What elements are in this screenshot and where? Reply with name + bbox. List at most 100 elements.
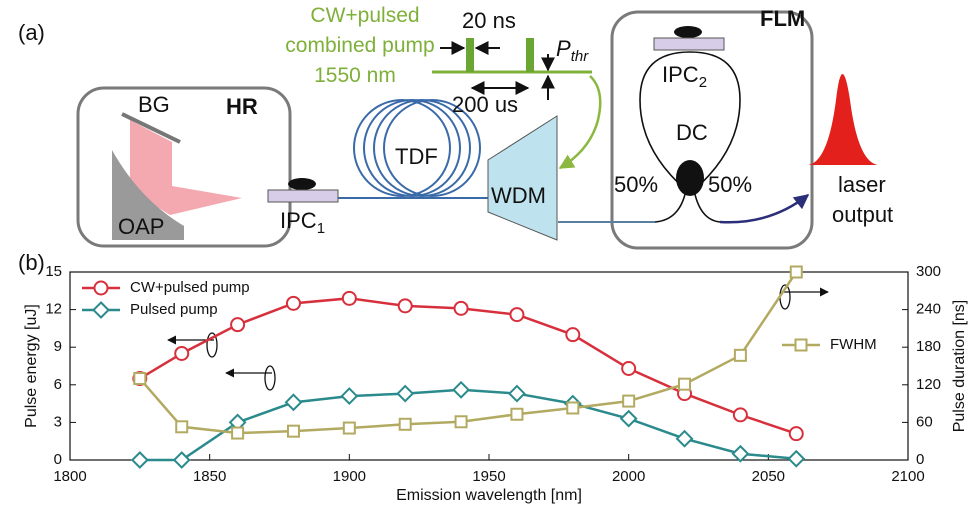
- chart: (b) 1800 1850 1900 1950 2000 2050 210003691215…: [18, 250, 968, 504]
- tdf-label: TDF: [395, 144, 438, 169]
- y2-tick-label: 0: [916, 451, 924, 468]
- marker: [510, 407, 524, 421]
- y2-tick-label: 300: [916, 263, 941, 280]
- ipc1-label: IPC1: [280, 208, 325, 237]
- ipc: [267, 189, 339, 203]
- ipc-paddle: [288, 178, 316, 190]
- x-tick-label: 2100: [891, 468, 924, 485]
- y-tick-label: 6: [54, 376, 62, 393]
- ipc: [653, 37, 725, 51]
- series-line: [138, 271, 798, 435]
- setup-diagram: (a) BG HR OAP IPC1 TDF WDM CW+pulsed com…: [18, 4, 893, 250]
- ipc-paddle: [674, 26, 702, 38]
- marker: [789, 265, 803, 279]
- ipc2-sub: 2: [699, 74, 707, 91]
- hr-label: HR: [226, 94, 258, 119]
- grating: [121, 112, 181, 144]
- grating-label: BG: [138, 92, 170, 117]
- wdm-label: WDM: [491, 183, 546, 208]
- output-pulse: [808, 74, 878, 165]
- legend-marker: [794, 338, 808, 352]
- marker: [396, 384, 415, 403]
- y2-tick-label: 120: [916, 376, 941, 393]
- marker: [130, 451, 149, 469]
- marker: [342, 421, 356, 435]
- coupler: [676, 160, 704, 196]
- marker: [340, 387, 359, 405]
- marker: [565, 327, 581, 343]
- output-label: laser: [838, 172, 886, 197]
- axis-indicator: [167, 284, 829, 391]
- pulse: [526, 38, 534, 72]
- x-tick-label: 1950: [472, 468, 505, 485]
- marker: [452, 380, 470, 399]
- marker: [787, 449, 806, 468]
- wdm: [487, 115, 558, 241]
- marker: [619, 409, 638, 428]
- marker: [454, 415, 468, 429]
- marker: [732, 407, 748, 423]
- marker: [172, 451, 191, 469]
- marker: [509, 307, 525, 323]
- marker: [566, 401, 580, 415]
- marker: [621, 361, 637, 377]
- threshold-label: Pthr: [556, 36, 589, 65]
- y-axis-label: Pulse energy [uJ]: [23, 304, 40, 428]
- split-label: 50%: [614, 172, 658, 197]
- marker: [175, 420, 189, 434]
- legend-marker: [92, 301, 110, 319]
- pump-label: 1550 nm: [314, 64, 396, 87]
- x-tick-label: 2050: [752, 468, 785, 485]
- marker: [231, 426, 245, 440]
- y-tick-label: 3: [54, 413, 62, 430]
- marker: [733, 348, 747, 362]
- y-tick-label: 9: [54, 338, 62, 355]
- y2-tick-label: 180: [916, 338, 941, 355]
- pulse: [466, 38, 474, 72]
- threshold-sub: thr: [571, 48, 590, 65]
- marker: [341, 290, 357, 306]
- marker: [397, 298, 413, 314]
- pump-arrow: [558, 75, 602, 170]
- y2-tick-label: 60: [916, 413, 933, 430]
- flm-label: FLM: [760, 6, 805, 31]
- y-tick-label: 12: [45, 301, 62, 318]
- panel-label: (a): [18, 20, 45, 45]
- marker: [286, 424, 300, 438]
- legend-marker: [93, 280, 109, 296]
- marker: [174, 345, 190, 361]
- marker: [675, 429, 694, 448]
- marker: [230, 317, 246, 333]
- flm-box: [610, 10, 814, 250]
- marker: [453, 300, 469, 316]
- marker: [284, 393, 303, 412]
- marker: [398, 417, 412, 431]
- coupler-label: DC: [676, 120, 708, 145]
- x-tick-label: 1900: [333, 468, 366, 485]
- ipc1-text: IPC: [280, 208, 317, 233]
- output-label: output: [832, 202, 893, 227]
- marker: [285, 295, 301, 311]
- x-tick-label: 2000: [612, 468, 645, 485]
- y-tick-label: 15: [45, 263, 62, 280]
- pump-label: combined pump: [285, 34, 434, 57]
- pulse-width-label: 20 ns: [462, 8, 516, 33]
- pump-label: CW+pulsed: [310, 4, 419, 27]
- split-label: 50%: [708, 172, 752, 197]
- laser-beam: [130, 120, 242, 215]
- marker: [788, 426, 804, 442]
- output-arrow: [719, 194, 810, 224]
- y-tick-label: 0: [54, 451, 62, 468]
- pulse-period-label: 200 us: [452, 92, 518, 117]
- legend-label: CW+pulsed pump: [130, 279, 250, 296]
- marker: [508, 384, 526, 403]
- legend-label: Pulsed pump: [130, 301, 218, 318]
- x-axis-label: Emission wavelength [nm]: [396, 487, 582, 504]
- legend-label: FWHM: [830, 336, 877, 353]
- x-tick-label: 1800: [53, 468, 86, 485]
- y2-axis-label: Pulse duration [ns]: [951, 300, 968, 433]
- ipc2-text: IPC: [662, 62, 699, 87]
- marker: [678, 377, 692, 391]
- threshold-text: P: [556, 36, 571, 61]
